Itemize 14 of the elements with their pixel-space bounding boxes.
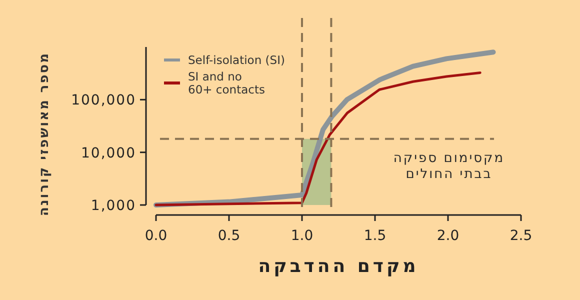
y-tick-label: 100,000: [71, 92, 136, 109]
y-axis-title: מספר מאושפזי קורונה: [37, 52, 52, 216]
x-axis-title: מקדם ההדבקה: [258, 256, 419, 277]
x-tick-label: 2.5: [510, 228, 532, 244]
x-tick-label: 0.0: [144, 228, 168, 244]
ref-line-label: מקסימום ספיקה בבתי החולים: [393, 150, 505, 182]
x-tick-label: 2.0: [436, 228, 460, 244]
legend-label: SI and no 60+ contacts: [188, 70, 265, 96]
x-tick-label: 1.5: [364, 228, 386, 244]
y-tick-label: 10,000: [81, 145, 136, 162]
legend-label: Self-isolation (SI): [188, 53, 285, 67]
x-tick-label: 1.0: [290, 228, 314, 244]
x-tick-label: 0.5: [218, 228, 240, 244]
y-tick-label: 1,000: [90, 198, 136, 214]
